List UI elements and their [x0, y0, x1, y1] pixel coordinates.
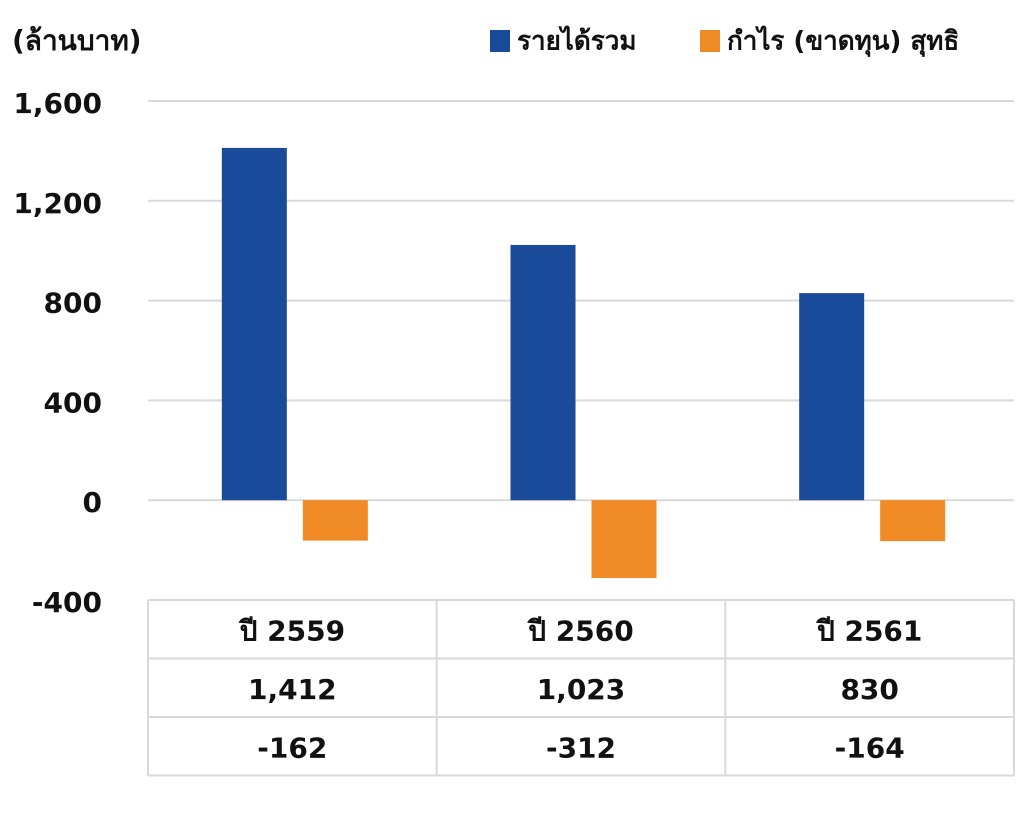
bar — [221, 147, 287, 501]
bar — [302, 500, 368, 541]
table-value: 1,023 — [537, 673, 626, 706]
y-tick-label: 1,200 — [13, 187, 102, 220]
legend-label: กำไร (ขาดทุน) สุทธิ — [727, 25, 959, 58]
y-axis-label: (ล้านบาท) — [12, 24, 142, 57]
bar — [591, 500, 657, 579]
x-tick-label: ปี 2559 — [238, 614, 345, 647]
table-value: -312 — [546, 731, 616, 764]
bar — [880, 500, 946, 542]
y-tick-label: -400 — [32, 586, 102, 619]
legend-swatch — [700, 30, 720, 52]
x-tick-label: ปี 2561 — [815, 614, 922, 647]
table-value: -164 — [835, 731, 905, 764]
bar — [510, 244, 576, 501]
table-value: 830 — [840, 673, 898, 706]
table-value: 1,412 — [248, 673, 337, 706]
y-tick-label: 1,600 — [13, 87, 102, 120]
x-tick-label: ปี 2560 — [526, 614, 633, 647]
legend-swatch — [490, 30, 510, 52]
table-value: -162 — [257, 731, 327, 764]
legend-label: รายได้รวม — [517, 25, 636, 57]
y-tick-label: 800 — [44, 287, 102, 320]
y-tick-label: 400 — [44, 386, 102, 419]
y-tick-label: 0 — [83, 486, 102, 519]
bar — [799, 293, 865, 501]
